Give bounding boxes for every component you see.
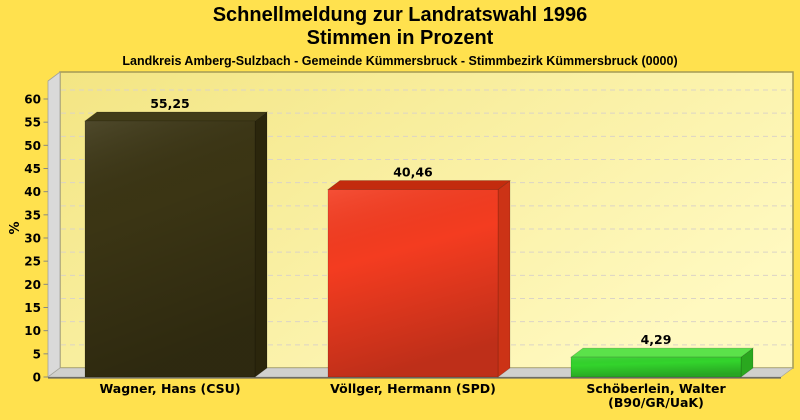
value-labels: 55,25 40,46 4,29 — [150, 96, 671, 347]
category-label-3: Schöberlein, Walter (B90/GR/UaK) — [586, 381, 726, 410]
bar-side-face — [497, 179, 511, 378]
category-label-line: Wagner, Hans (CSU) — [99, 381, 240, 396]
bars — [83, 111, 755, 378]
chart-title-line1: Schnellmeldung zur Landratswahl 1996 — [212, 4, 588, 26]
bar-front-shade — [84, 120, 256, 378]
y-tick-label-10: 10 — [24, 324, 41, 338]
bar-front-shade — [570, 356, 742, 378]
bar-top-face — [83, 111, 269, 122]
y-tick-label-25: 25 — [24, 255, 41, 269]
chart-region-subtitle: Landkreis Amberg-Sulzbach - Gemeinde Küm… — [122, 54, 678, 68]
y-axis-ticks: 0 5 10 15 20 25 30 35 40 45 50 55 60 — [24, 93, 48, 385]
bar-value-label-3: 4,29 — [641, 332, 672, 347]
bar-side-face — [254, 111, 268, 378]
category-labels: Wagner, Hans (CSU) Völlger, Hermann (SPD)… — [99, 381, 726, 410]
y-tick-label-40: 40 — [24, 185, 41, 199]
y-tick-label-60: 60 — [24, 93, 41, 107]
chart-title-line2: Stimmen in Prozent — [306, 27, 494, 49]
y-tick-label-15: 15 — [24, 301, 41, 315]
category-label-line: Schöberlein, Walter — [586, 381, 726, 396]
y-tick-label-45: 45 — [24, 162, 41, 176]
chart-header: Schnellmeldung zur Landratswahl 1996 Sti… — [0, 0, 800, 68]
category-label-2: Völlger, Hermann (SPD) — [330, 381, 496, 396]
bar-value-label-2: 40,46 — [393, 165, 433, 180]
category-label-line: (B90/GR/UaK) — [608, 395, 704, 410]
bar-3 — [569, 347, 755, 378]
y-tick-label-50: 50 — [24, 139, 41, 153]
category-label-1: Wagner, Hans (CSU) — [99, 381, 240, 396]
y-axis-title: % — [8, 221, 23, 234]
bar-1 — [83, 111, 269, 378]
category-label-line: Völlger, Hermann (SPD) — [330, 381, 496, 396]
y-tick-label-55: 55 — [24, 116, 41, 130]
bar-top-face — [569, 347, 755, 358]
y-tick-label-20: 20 — [24, 278, 41, 292]
y-tick-label-5: 5 — [33, 347, 41, 361]
y-tick-label-35: 35 — [24, 208, 41, 222]
bar-top-face — [326, 180, 512, 190]
bar-2 — [326, 179, 512, 378]
plot-side-wall — [47, 71, 61, 378]
bar-front-shade — [327, 189, 499, 378]
y-tick-label-0: 0 — [33, 371, 41, 385]
bar-value-label-1: 55,25 — [150, 96, 190, 111]
y-tick-label-30: 30 — [24, 232, 41, 246]
